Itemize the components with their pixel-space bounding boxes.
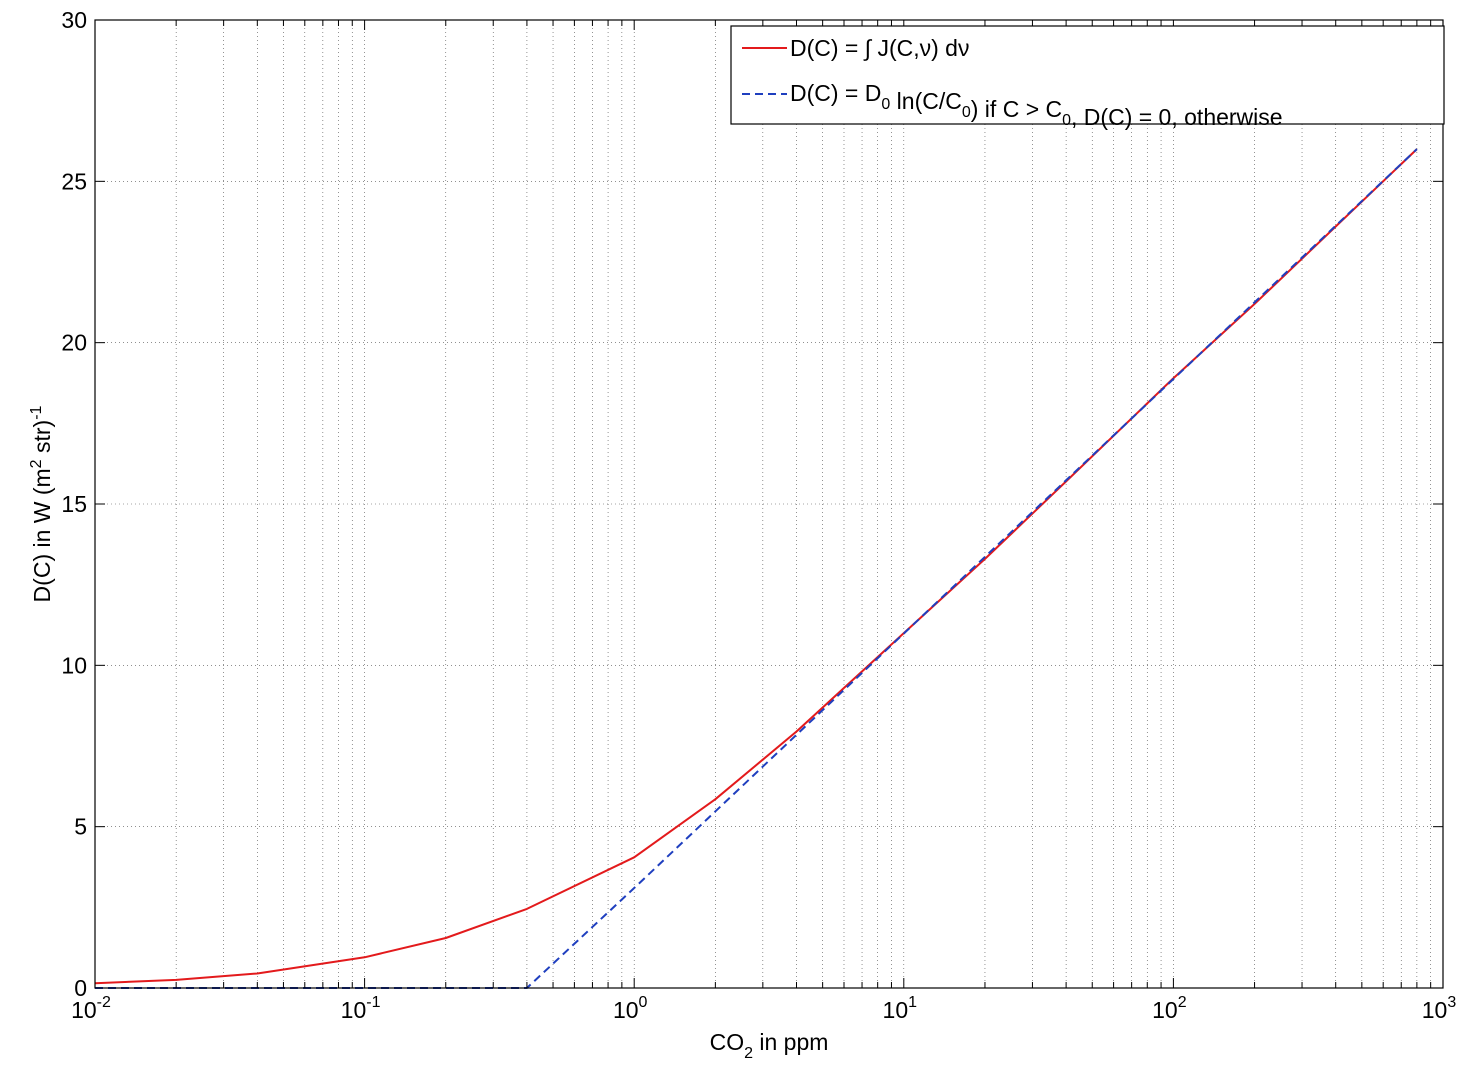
x-tick-label-exponent: -1 [366,994,380,1011]
grid [95,20,1443,988]
legend-label-series-2: D(C) = D0 ln(C/C0) if C > C0, D(C) = 0, … [790,80,1283,130]
x-tick-label-exponent: 3 [1447,994,1456,1011]
y-axis-label-sup2: -1 [28,405,45,419]
y-axis-label: D(C) in W (m2 str)-1 [28,405,55,602]
x-tick-label-exponent: 0 [639,994,648,1011]
legend-text-part: ln(C/C [890,88,962,114]
x-tick-label-exponent: -2 [97,994,111,1011]
x-tick-label-base: 10 [71,997,97,1023]
x-tick-label-base: 10 [341,997,367,1023]
y-tick-label: 5 [74,814,87,840]
y-tick-label: 10 [61,652,87,678]
y-tick-label: 0 [74,975,87,1001]
plot-area [95,20,1443,988]
legend-subscript: 0 [962,104,971,121]
x-axis-label-base: CO [710,1029,745,1055]
x-tick-label: 100 [613,994,648,1023]
y-axis-label-pre: D(C) in W (m [29,468,55,602]
y-axis-label-mid: str) [29,420,55,460]
x-tick-label-exponent: 2 [1178,994,1187,1011]
legend-text-part: , D(C) = 0, otherwise [1071,104,1283,130]
x-tick-label: 103 [1422,994,1457,1023]
x-axis-label: CO2 in ppm [710,1029,829,1062]
legend-subscript: 0 [881,96,890,113]
legend-subscript: 0 [1062,112,1071,129]
x-axis-label-rest: in ppm [753,1029,828,1055]
x-tick-labels: 10-2 10-1 100 101 102 103 [71,994,1456,1023]
y-tick-label: 20 [61,330,87,356]
legend-text-part: D(C) = D [790,80,881,106]
legend-box [730,25,1445,125]
y-axis-label-sup1: 2 [28,459,45,468]
y-tick-label: 25 [61,168,87,194]
x-tick-label-exponent: 1 [908,994,917,1011]
legend-text-part: ) if C > C [971,96,1062,122]
x-axis-label-sub: 2 [744,1045,753,1062]
x-tick-label-base: 10 [1422,997,1448,1023]
x-tick-label: 10-1 [341,994,381,1023]
x-tick-label: 102 [1152,994,1187,1023]
tick-marks [95,19,1443,989]
y-tick-label: 30 [61,7,87,33]
x-tick-label: 101 [883,994,918,1023]
series-line-1 [94,148,1418,985]
x-tick-label-base: 10 [613,997,639,1023]
legend: D(C) = ∫ J(C,ν) dν D(C) = D0 ln(C/C0) if… [730,25,1445,130]
x-tick-label: 10-2 [71,994,111,1023]
y-tick-labels: 0 5 10 15 20 25 30 [61,7,87,1001]
y-tick-label: 15 [61,491,87,517]
legend-label-series-1: D(C) = ∫ J(C,ν) dν [790,35,969,61]
x-tick-label-base: 10 [883,997,909,1023]
x-tick-label-base: 10 [1152,997,1178,1023]
